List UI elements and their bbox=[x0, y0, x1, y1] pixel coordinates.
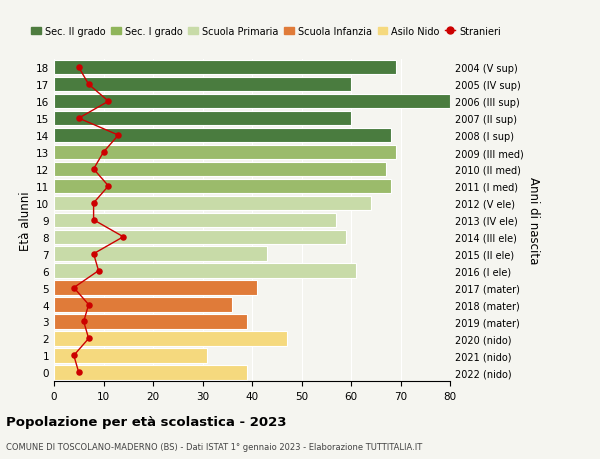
Bar bbox=[54, 247, 267, 261]
Point bbox=[94, 268, 103, 275]
Point bbox=[74, 115, 83, 123]
Point bbox=[84, 335, 94, 342]
Bar bbox=[54, 162, 386, 177]
Bar bbox=[54, 281, 257, 295]
Bar bbox=[54, 314, 247, 329]
Point bbox=[89, 251, 98, 258]
Bar bbox=[54, 78, 351, 92]
Point bbox=[84, 301, 94, 308]
Point bbox=[98, 149, 109, 157]
Point bbox=[74, 64, 83, 72]
Y-axis label: Anni di nascita: Anni di nascita bbox=[527, 177, 540, 264]
Point bbox=[113, 132, 123, 140]
Point bbox=[119, 234, 128, 241]
Bar bbox=[54, 348, 208, 363]
Bar bbox=[54, 196, 371, 211]
Bar bbox=[54, 179, 391, 194]
Bar bbox=[54, 61, 395, 75]
Point bbox=[89, 217, 98, 224]
Legend: Sec. II grado, Sec. I grado, Scuola Primaria, Scuola Infanzia, Asilo Nido, Stran: Sec. II grado, Sec. I grado, Scuola Prim… bbox=[27, 23, 505, 40]
Point bbox=[84, 81, 94, 89]
Point bbox=[89, 200, 98, 207]
Bar bbox=[54, 95, 450, 109]
Bar bbox=[54, 213, 336, 228]
Bar bbox=[54, 298, 232, 312]
Text: Popolazione per età scolastica - 2023: Popolazione per età scolastica - 2023 bbox=[6, 415, 287, 428]
Text: COMUNE DI TOSCOLANO-MADERNO (BS) - Dati ISTAT 1° gennaio 2023 - Elaborazione TUT: COMUNE DI TOSCOLANO-MADERNO (BS) - Dati … bbox=[6, 442, 422, 451]
Bar bbox=[54, 331, 287, 346]
Point bbox=[104, 183, 113, 190]
Bar bbox=[54, 112, 351, 126]
Bar bbox=[54, 264, 356, 278]
Point bbox=[104, 98, 113, 106]
Y-axis label: Età alunni: Età alunni bbox=[19, 190, 32, 250]
Point bbox=[89, 166, 98, 173]
Bar bbox=[54, 146, 395, 160]
Bar bbox=[54, 365, 247, 380]
Bar bbox=[54, 230, 346, 244]
Bar bbox=[54, 129, 391, 143]
Point bbox=[79, 318, 89, 325]
Point bbox=[69, 352, 79, 359]
Point bbox=[74, 369, 83, 376]
Point bbox=[69, 284, 79, 291]
